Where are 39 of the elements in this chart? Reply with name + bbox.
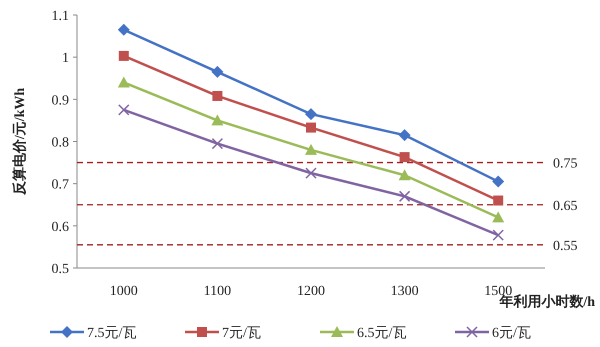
point	[211, 114, 224, 126]
point	[492, 229, 504, 241]
legend-label: 6.5元/瓦	[357, 326, 406, 341]
point	[492, 176, 504, 188]
y-axis-title: 反算电价/元/kWh	[11, 88, 28, 196]
point	[118, 76, 130, 88]
point	[493, 196, 504, 206]
point	[398, 129, 411, 142]
point	[306, 122, 316, 133]
y-tick-label: 0.6	[52, 220, 69, 235]
point	[305, 144, 317, 155]
point	[211, 66, 224, 78]
point	[305, 167, 317, 179]
y-tick-label: 1	[62, 51, 69, 66]
x-tick-label: 1100	[204, 284, 232, 299]
point	[398, 190, 410, 202]
legend-label: 7元/瓦	[222, 326, 261, 341]
point	[305, 108, 317, 120]
ref-line-label: 0.75	[553, 156, 578, 172]
x-tick-label: 1200	[297, 284, 325, 299]
y-tick-label: 0.7	[52, 178, 69, 193]
point	[492, 211, 504, 222]
point	[212, 90, 222, 101]
y-tick-label: 1.1	[52, 9, 69, 24]
ref-line-label: 0.65	[553, 198, 578, 214]
y-tick-label: 0.8	[52, 136, 69, 150]
point	[400, 152, 410, 162]
ref-line-label: 0.55	[553, 238, 578, 254]
y-tick-label: 0.9	[52, 93, 69, 108]
x-tick-label: 1000	[110, 284, 138, 299]
point	[212, 138, 224, 150]
point	[118, 50, 129, 61]
y-tick-label: 0.5	[52, 262, 69, 277]
point	[118, 104, 130, 116]
legend-label: 7.5元/瓦	[87, 326, 136, 341]
point	[118, 24, 130, 36]
point	[398, 169, 411, 180]
legend-label: 6元/瓦	[492, 326, 531, 341]
x-tick-label: 1300	[390, 284, 419, 299]
